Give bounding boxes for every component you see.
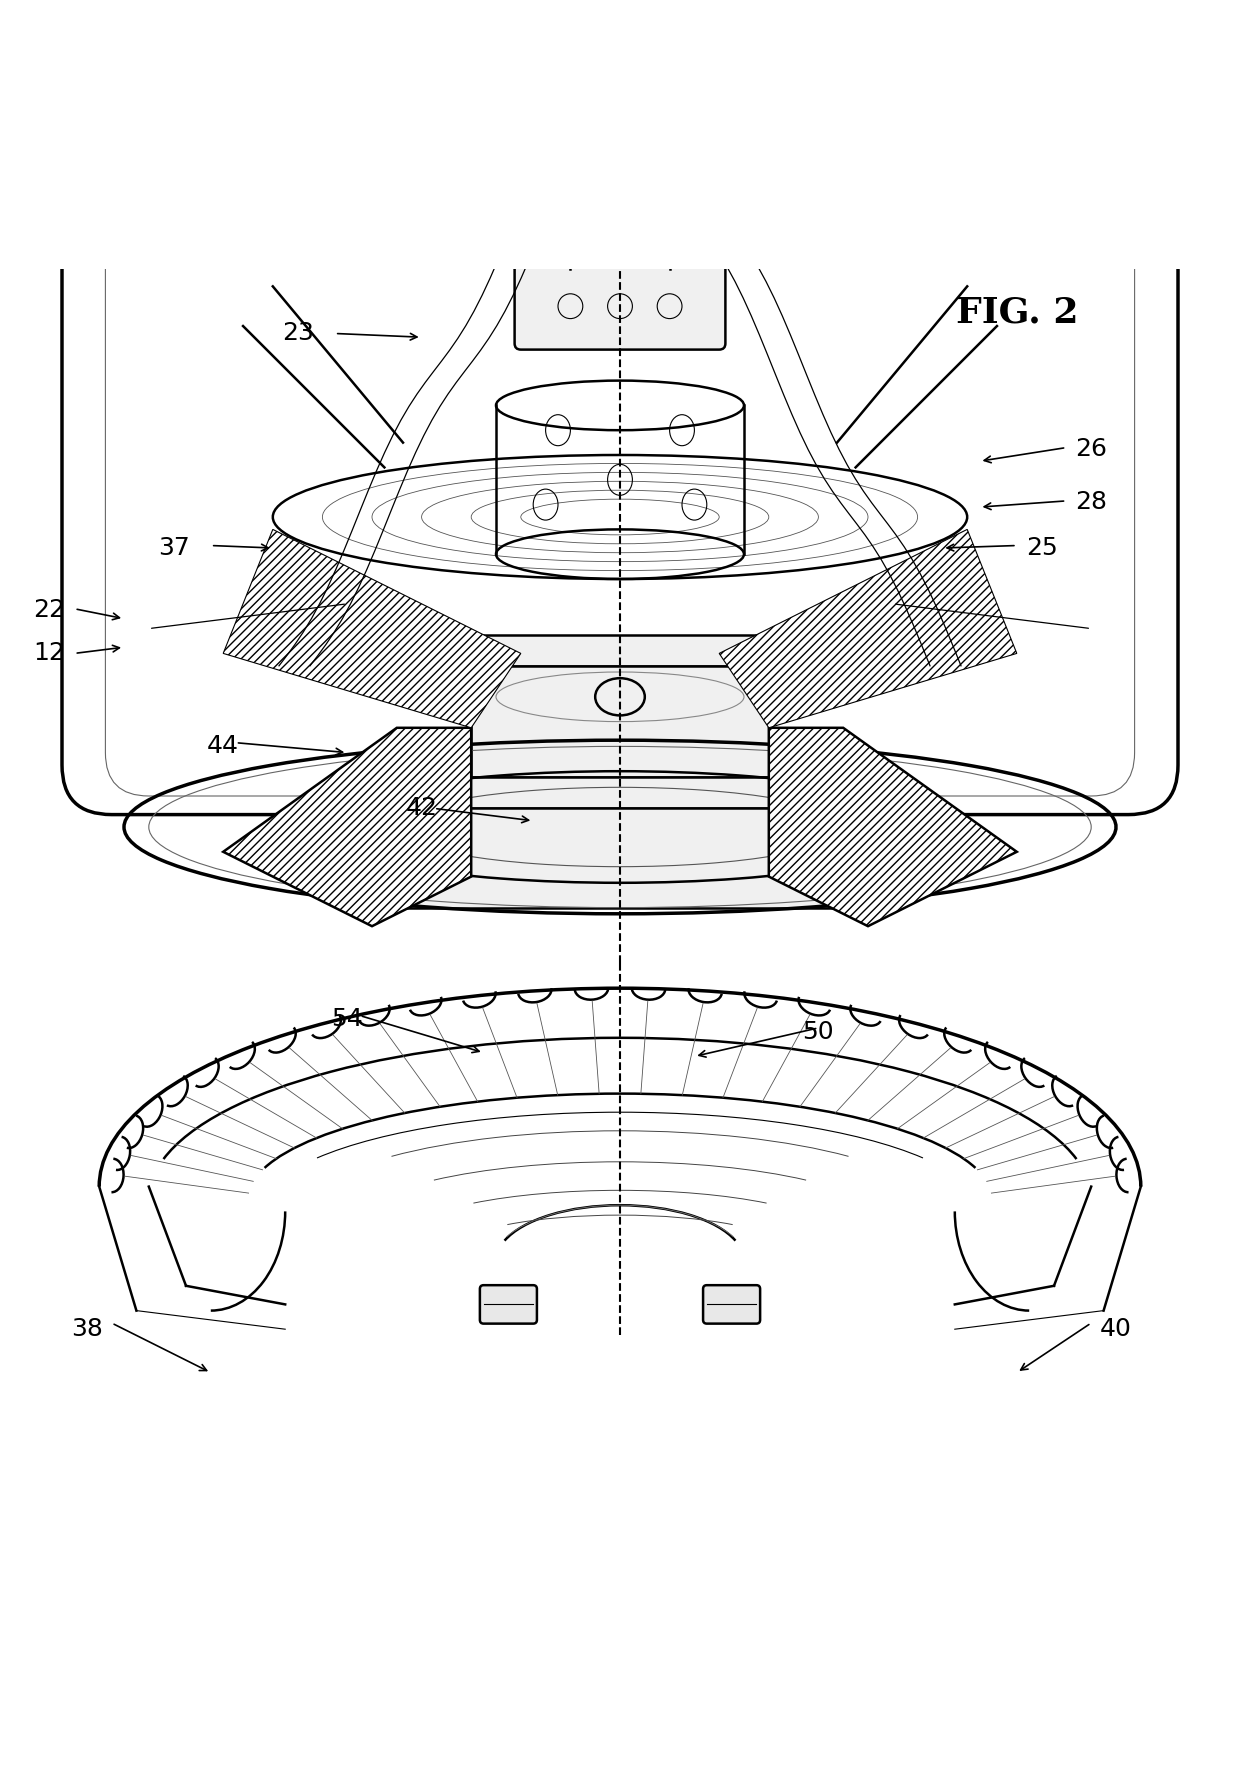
Text: 23: 23	[281, 322, 314, 345]
FancyBboxPatch shape	[62, 121, 1178, 814]
Text: 25: 25	[1025, 535, 1058, 560]
Text: 38: 38	[71, 1317, 103, 1341]
Text: 42: 42	[405, 797, 438, 820]
FancyBboxPatch shape	[480, 1285, 537, 1323]
FancyBboxPatch shape	[703, 1285, 760, 1323]
Text: 22: 22	[33, 597, 66, 622]
Text: 12: 12	[33, 642, 66, 665]
Text: 37: 37	[157, 535, 190, 560]
Text: 26: 26	[1075, 437, 1107, 461]
Text: 28: 28	[1075, 491, 1107, 514]
FancyBboxPatch shape	[105, 139, 1135, 797]
Text: 54: 54	[331, 1006, 363, 1031]
Polygon shape	[719, 530, 1017, 727]
Text: FIG. 2: FIG. 2	[956, 295, 1078, 329]
Text: 40: 40	[1100, 1317, 1132, 1341]
Text: 44: 44	[207, 734, 239, 759]
Bar	[384, 809, 856, 907]
Bar	[471, 665, 769, 777]
Polygon shape	[223, 530, 521, 727]
Bar	[397, 777, 843, 809]
FancyBboxPatch shape	[515, 263, 725, 350]
Bar	[397, 635, 843, 665]
Polygon shape	[769, 727, 1017, 926]
Polygon shape	[223, 727, 471, 926]
Text: 50: 50	[802, 1019, 835, 1044]
